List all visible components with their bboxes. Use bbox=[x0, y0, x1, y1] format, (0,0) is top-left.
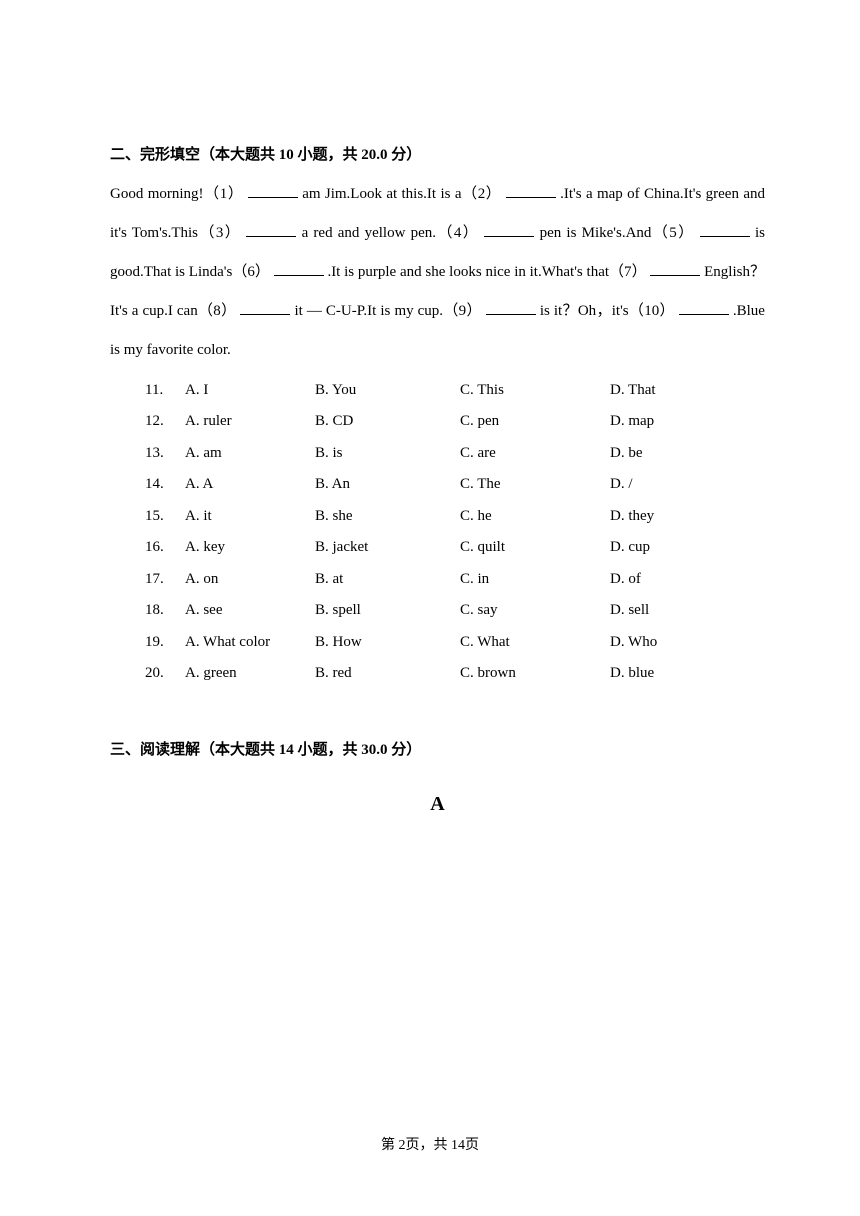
question-number: 12. bbox=[145, 406, 185, 438]
option-a: A. see bbox=[185, 595, 315, 627]
option-d: D. / bbox=[610, 469, 730, 501]
option-row: 15.A. itB. sheC. heD. they bbox=[145, 501, 765, 533]
question-number: 16. bbox=[145, 532, 185, 564]
option-b: B. red bbox=[315, 658, 460, 690]
options-table: 11.A. IB. YouC. ThisD. That12.A. rulerB.… bbox=[145, 375, 765, 690]
passage-text: is bbox=[750, 225, 765, 241]
option-d: D. of bbox=[610, 564, 730, 596]
option-d: D. cup bbox=[610, 532, 730, 564]
blank-10 bbox=[679, 300, 729, 315]
question-number: 20. bbox=[145, 658, 185, 690]
option-b: B. An bbox=[315, 469, 460, 501]
option-b: B. at bbox=[315, 564, 460, 596]
option-row: 12.A. rulerB. CDC. penD. map bbox=[145, 406, 765, 438]
option-row: 19.A. What colorB. HowC. WhatD. Who bbox=[145, 627, 765, 659]
passage-text: Good morning!（1） bbox=[110, 186, 248, 202]
passage-text: is it？Oh，it's（10） bbox=[536, 303, 679, 319]
option-row: 14.A. AB. AnC. TheD. / bbox=[145, 469, 765, 501]
option-d: D. they bbox=[610, 501, 730, 533]
option-a: A. green bbox=[185, 658, 315, 690]
passage-text: pen is Mike's.And（5） bbox=[534, 225, 699, 241]
page-footer: 第 2页，共 14页 bbox=[0, 1132, 860, 1161]
section-3-title: 三、阅读理解（本大题共 14 小题，共 30.0 分） bbox=[110, 735, 765, 766]
blank-1 bbox=[248, 183, 298, 198]
option-d: D. be bbox=[610, 438, 730, 470]
option-row: 17.A. onB. atC. inD. of bbox=[145, 564, 765, 596]
option-a: A. What color bbox=[185, 627, 315, 659]
option-row: 18.A. seeB. spellC. sayD. sell bbox=[145, 595, 765, 627]
option-row: 20.A. greenB. redC. brownD. blue bbox=[145, 658, 765, 690]
question-number: 13. bbox=[145, 438, 185, 470]
blank-3 bbox=[246, 222, 296, 237]
option-c: C. are bbox=[460, 438, 610, 470]
blank-4 bbox=[484, 222, 534, 237]
question-number: 11. bbox=[145, 375, 185, 407]
blank-8 bbox=[240, 300, 290, 315]
option-c: C. pen bbox=[460, 406, 610, 438]
option-row: 16.A. keyB. jacketC. quiltD. cup bbox=[145, 532, 765, 564]
option-c: C. quilt bbox=[460, 532, 610, 564]
question-number: 17. bbox=[145, 564, 185, 596]
option-a: A. I bbox=[185, 375, 315, 407]
option-d: D. blue bbox=[610, 658, 730, 690]
passage-text: am Jim.Look at this.It is a（2） bbox=[298, 186, 506, 202]
passage-text: .Blue bbox=[729, 303, 765, 319]
option-b: B. You bbox=[315, 375, 460, 407]
section-3-subheading: A bbox=[110, 784, 765, 825]
option-c: C. What bbox=[460, 627, 610, 659]
option-d: D. map bbox=[610, 406, 730, 438]
option-a: A. ruler bbox=[185, 406, 315, 438]
section-2-title: 二、完形填空（本大题共 10 小题，共 20.0 分） bbox=[110, 140, 765, 171]
option-d: D. Who bbox=[610, 627, 730, 659]
option-b: B. How bbox=[315, 627, 460, 659]
option-b: B. CD bbox=[315, 406, 460, 438]
option-a: A. on bbox=[185, 564, 315, 596]
blank-6 bbox=[274, 261, 324, 276]
option-c: C. he bbox=[460, 501, 610, 533]
option-d: D. sell bbox=[610, 595, 730, 627]
blank-9 bbox=[486, 300, 536, 315]
option-row: 11.A. IB. YouC. ThisD. That bbox=[145, 375, 765, 407]
option-a: A. key bbox=[185, 532, 315, 564]
passage-text: a red and yellow pen.（4） bbox=[296, 225, 484, 241]
option-row: 13.A. amB. isC. areD. be bbox=[145, 438, 765, 470]
passage-text: it — C-U-P.It is my cup.（9） bbox=[290, 303, 485, 319]
option-c: C. The bbox=[460, 469, 610, 501]
passage-text: good.That is Linda's（6） bbox=[110, 264, 274, 280]
question-number: 15. bbox=[145, 501, 185, 533]
passage-text: it's Tom's.This（3） bbox=[110, 225, 246, 241]
option-a: A. A bbox=[185, 469, 315, 501]
option-c: C. say bbox=[460, 595, 610, 627]
option-c: C. brown bbox=[460, 658, 610, 690]
passage-text: .It's a map of China.It's green and bbox=[556, 186, 765, 202]
option-b: B. spell bbox=[315, 595, 460, 627]
question-number: 19. bbox=[145, 627, 185, 659]
cloze-passage: Good morning!（1） am Jim.Look at this.It … bbox=[110, 175, 765, 370]
option-b: B. is bbox=[315, 438, 460, 470]
blank-2 bbox=[506, 183, 556, 198]
question-number: 14. bbox=[145, 469, 185, 501]
question-number: 18. bbox=[145, 595, 185, 627]
passage-text: is my favorite color. bbox=[110, 342, 231, 358]
option-c: C. This bbox=[460, 375, 610, 407]
option-b: B. jacket bbox=[315, 532, 460, 564]
passage-text: .It is purple and she looks nice in it.W… bbox=[324, 264, 651, 280]
passage-text: English？ bbox=[700, 264, 765, 280]
section-3: 三、阅读理解（本大题共 14 小题，共 30.0 分） A bbox=[110, 735, 765, 825]
passage-text: It's a cup.I can（8） bbox=[110, 303, 240, 319]
option-a: A. it bbox=[185, 501, 315, 533]
option-d: D. That bbox=[610, 375, 730, 407]
blank-7 bbox=[650, 261, 700, 276]
option-c: C. in bbox=[460, 564, 610, 596]
blank-5 bbox=[700, 222, 750, 237]
option-a: A. am bbox=[185, 438, 315, 470]
option-b: B. she bbox=[315, 501, 460, 533]
